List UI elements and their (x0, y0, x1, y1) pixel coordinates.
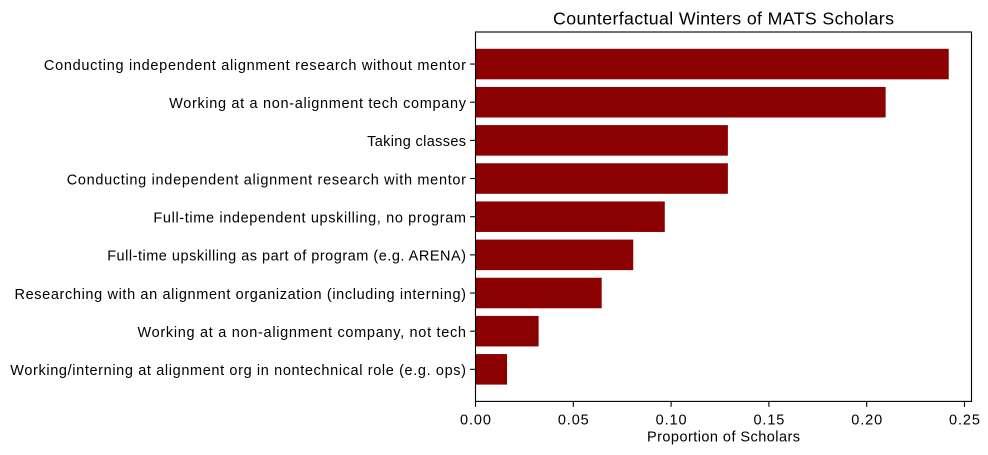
svg-text:Working/interning at alignment: Working/interning at alignment org in no… (10, 363, 466, 379)
svg-text:Proportion of Scholars: Proportion of Scholars (647, 430, 800, 446)
svg-text:Full-time independent upskilli: Full-time independent upskilling, no pro… (153, 211, 466, 227)
svg-text:0.05: 0.05 (558, 412, 589, 428)
svg-text:Working at a non-alignment tec: Working at a non-alignment tech company (169, 96, 467, 112)
svg-text:0.10: 0.10 (656, 412, 687, 428)
svg-text:0.20: 0.20 (851, 412, 882, 428)
svg-text:Working at a non-alignment com: Working at a non-alignment company, not … (138, 325, 467, 341)
svg-text:0.15: 0.15 (753, 412, 784, 428)
svg-text:Conducting independent alignme: Conducting independent alignment researc… (44, 58, 466, 74)
svg-text:0.25: 0.25 (949, 412, 980, 428)
svg-text:Researching with an alignment: Researching with an alignment organizati… (15, 287, 467, 303)
svg-text:Full-time upskilling as part o: Full-time upskilling as part of program … (107, 249, 466, 265)
svg-text:Taking classes: Taking classes (367, 134, 466, 150)
svg-text:0.00: 0.00 (460, 412, 491, 428)
svg-text:Conducting independent alignme: Conducting independent alignment researc… (67, 172, 466, 188)
svg-text:Counterfactual Winters of MATS: Counterfactual Winters of MATS Scholars (553, 8, 894, 28)
